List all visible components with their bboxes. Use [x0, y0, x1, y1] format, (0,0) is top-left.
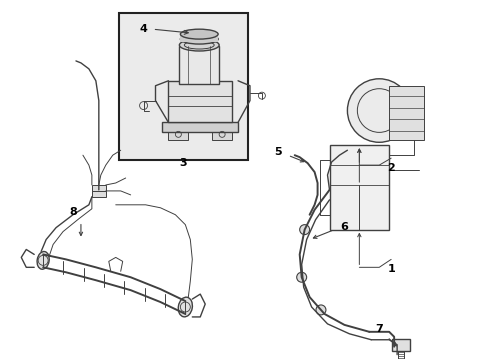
Bar — [92, 185, 105, 191]
Text: 3: 3 — [179, 158, 187, 168]
Ellipse shape — [37, 252, 49, 269]
Circle shape — [315, 305, 325, 315]
Bar — [212, 129, 232, 140]
Text: 7: 7 — [375, 324, 382, 334]
Bar — [397, 351, 403, 360]
Text: 1: 1 — [386, 264, 394, 274]
Bar — [329, 145, 388, 230]
Bar — [391, 339, 409, 351]
Text: 5: 5 — [273, 147, 281, 157]
Circle shape — [299, 225, 309, 235]
Ellipse shape — [180, 29, 218, 39]
Ellipse shape — [178, 297, 192, 317]
Text: 2: 2 — [386, 163, 394, 173]
Circle shape — [346, 79, 410, 142]
Bar — [180, 34, 218, 42]
Bar — [119, 13, 247, 160]
Text: 4: 4 — [140, 24, 147, 34]
Bar — [162, 122, 238, 132]
Bar — [168, 81, 232, 122]
Bar — [179, 46, 219, 84]
Bar — [92, 191, 105, 197]
Text: 6: 6 — [340, 222, 347, 231]
Bar — [168, 129, 188, 140]
Text: 8: 8 — [69, 207, 77, 217]
Ellipse shape — [180, 34, 218, 44]
Circle shape — [296, 272, 306, 282]
Ellipse shape — [179, 39, 219, 51]
Bar — [388, 86, 423, 140]
